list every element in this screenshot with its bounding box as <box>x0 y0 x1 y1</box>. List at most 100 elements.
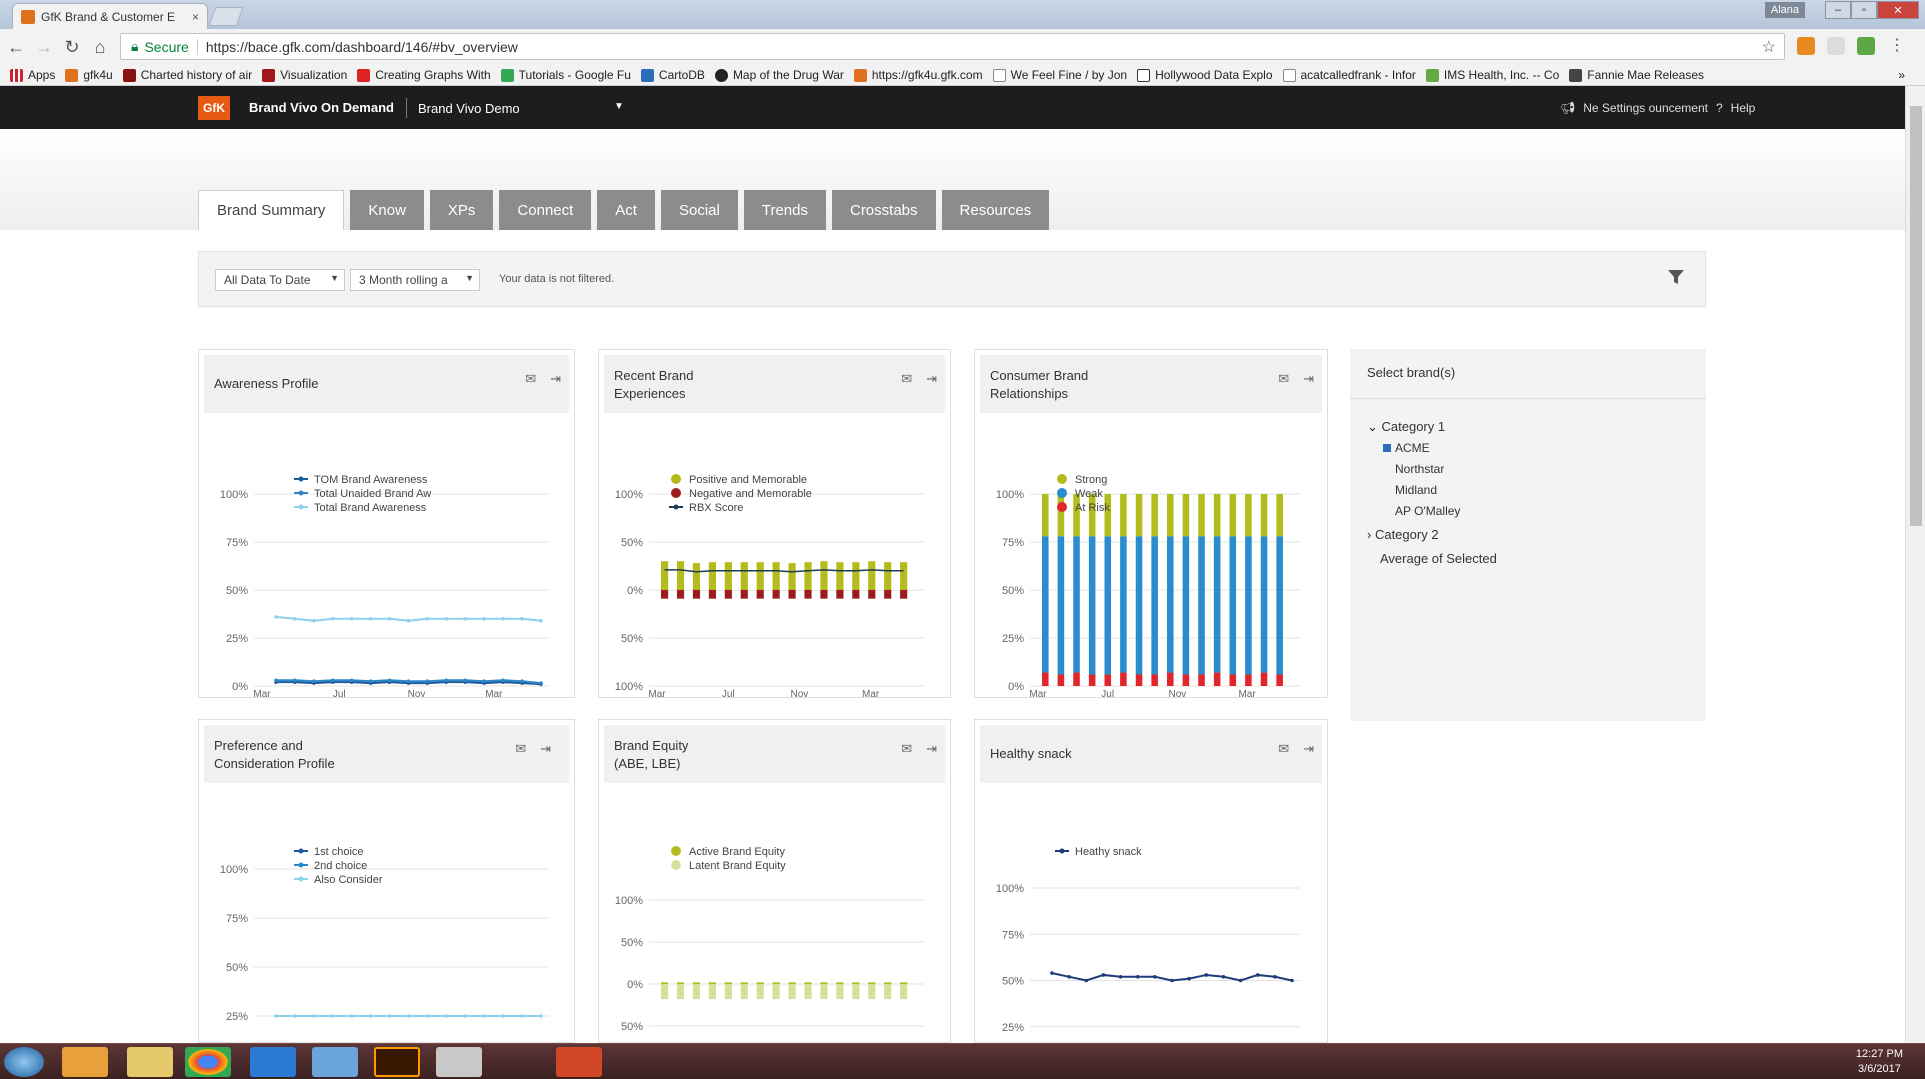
bar-segment <box>1276 494 1283 537</box>
settings-link[interactable]: Ne Settings ouncement <box>1583 101 1708 115</box>
tab-act[interactable]: Act <box>597 190 655 230</box>
data-point <box>406 618 411 623</box>
minimize-icon[interactable]: – <box>1825 1 1851 19</box>
help-link[interactable]: Help <box>1730 101 1756 115</box>
email-icon[interactable]: ✉ <box>1278 741 1290 756</box>
illustrator-taskbar-icon[interactable] <box>374 1047 420 1077</box>
export-icon[interactable]: ⇥ <box>550 371 561 386</box>
bookmark-charted-history[interactable]: Charted history of air <box>122 68 252 82</box>
bookmark-we-feel-fine[interactable]: We Feel Fine / by Jon <box>992 68 1127 82</box>
bookmark-acatcalledfrank[interactable]: acatcalledfrank - Infor <box>1282 68 1416 82</box>
bar <box>820 590 828 599</box>
tab-connect[interactable]: Connect <box>499 190 592 230</box>
average-of-selected[interactable]: Average of Selected <box>1380 551 1497 566</box>
brand-item-ap-omalley[interactable]: AP O'Malley <box>1395 504 1461 518</box>
legend-swatch <box>671 860 681 870</box>
filter-icon[interactable] <box>1667 268 1685 286</box>
bookmark-visualization[interactable]: Visualization <box>262 68 347 82</box>
gfk-logo[interactable]: GfK <box>198 96 230 120</box>
page-scrollbar[interactable] <box>1905 86 1925 1043</box>
data-point <box>520 679 524 683</box>
category-1-toggle[interactable]: ⌄ Category 1 <box>1367 419 1445 435</box>
bookmark-star-icon[interactable]: ☆ <box>1761 38 1776 56</box>
bar-segment <box>1104 494 1112 537</box>
tab-resources[interactable]: Resources <box>941 190 1050 230</box>
export-icon[interactable]: ⇥ <box>926 371 937 386</box>
chrome-menu-icon[interactable]: ⋮ <box>1889 37 1905 54</box>
browser-tab[interactable]: GfK Brand & Customer E × <box>12 3 208 29</box>
url-text[interactable]: https://bace.gfk.com/dashboard/146/#bv_o… <box>205 38 518 55</box>
category-2-toggle[interactable]: › Category 2 <box>1367 527 1439 542</box>
bookmark-drug-war[interactable]: Map of the Drug War <box>714 68 844 82</box>
start-button[interactable] <box>4 1047 44 1077</box>
bar <box>724 982 732 984</box>
forward-icon[interactable]: → <box>35 36 53 57</box>
bookmark-ims-health[interactable]: IMS Health, Inc. -- Co <box>1425 68 1559 82</box>
help-icon[interactable]: ? <box>1715 101 1723 115</box>
extension-puzzle-icon[interactable] <box>1857 37 1875 55</box>
lock-icon: 🔒︎ <box>131 38 139 54</box>
caret-down-icon[interactable]: ▼ <box>614 101 624 112</box>
home-icon[interactable]: ⌂ <box>94 36 106 57</box>
bar <box>900 590 908 599</box>
outlook-taskbar-icon[interactable] <box>62 1047 108 1077</box>
email-icon[interactable]: ✉ <box>525 371 537 386</box>
export-icon[interactable]: ⇥ <box>926 741 937 756</box>
tab-know[interactable]: Know <box>350 190 424 230</box>
experiences-chart: 100%50%0%50%100%Mar2015Jul2015Nov2015Mar… <box>615 474 924 699</box>
bookmark-apps[interactable]: Apps <box>10 68 55 82</box>
address-bar[interactable]: 🔒︎ Secure https://bace.gfk.com/dashboard… <box>120 33 1785 60</box>
explorer-taskbar-icon[interactable] <box>127 1047 173 1077</box>
tab-xps[interactable]: XPs <box>429 190 494 230</box>
email-icon[interactable]: ✉ <box>1278 371 1290 386</box>
back-icon[interactable]: ← <box>7 36 25 57</box>
brand-item-northstar[interactable]: Northstar <box>1395 462 1445 476</box>
project-selector[interactable]: Brand Vivo Demo <box>418 101 520 116</box>
secure-label: Secure <box>144 38 198 55</box>
reload-icon[interactable]: ↻ <box>64 36 80 57</box>
close-window-icon[interactable]: ✕ <box>1877 1 1919 19</box>
email-icon[interactable]: ✉ <box>901 741 913 756</box>
rolling-dropdown[interactable]: 3 Month rolling a ▼ <box>350 269 480 291</box>
bar-segment <box>1042 494 1049 537</box>
scrollbar-thumb[interactable] <box>1910 106 1922 526</box>
bookmark-gfk4u[interactable]: gfk4u <box>65 68 113 82</box>
bar <box>740 590 748 599</box>
ie-taskbar-icon[interactable] <box>250 1047 296 1077</box>
bookmark-gfk4u-url[interactable]: https://gfk4u.gfk.com <box>853 68 983 82</box>
bar-segment <box>1120 536 1127 673</box>
bookmarks-more-icon[interactable]: » <box>1898 68 1905 82</box>
export-icon[interactable]: ⇥ <box>540 741 551 756</box>
chrome-taskbar-icon[interactable] <box>185 1047 231 1077</box>
maximize-icon[interactable]: ▫ <box>1851 1 1877 19</box>
taskbar-clock: 12:27 PM 3/6/2017 <box>1856 1047 1903 1077</box>
snagit-taskbar-icon[interactable] <box>436 1047 482 1077</box>
new-tab-button[interactable] <box>208 7 244 26</box>
export-icon[interactable]: ⇥ <box>1303 371 1314 386</box>
export-icon[interactable]: ⇥ <box>1303 741 1314 756</box>
gfk-icon <box>853 68 867 82</box>
tab-brand-summary[interactable]: Brand Summary <box>198 190 345 230</box>
tab-social[interactable]: Social <box>660 190 738 230</box>
brand-item-acme[interactable]: ACME <box>1383 441 1430 455</box>
extension-rss-icon[interactable] <box>1797 37 1815 55</box>
period-dropdown[interactable]: All Data To Date ▼ <box>215 269 345 291</box>
bookmark-hollywood[interactable]: Hollywood Data Explo <box>1137 68 1273 82</box>
bar-segment <box>1104 536 1112 675</box>
bookmark-creating-graphs[interactable]: Creating Graphs With <box>357 68 491 82</box>
tab-trends[interactable]: Trends <box>743 190 826 230</box>
bar-segment <box>1198 674 1205 686</box>
extension-pdf-icon[interactable] <box>1827 37 1845 55</box>
email-icon[interactable]: ✉ <box>901 371 913 386</box>
bookmark-fannie-mae[interactable]: Fannie Mae Releases <box>1569 68 1704 82</box>
powerpoint-taskbar-icon[interactable] <box>556 1047 602 1077</box>
announcement-icon[interactable]: 📢︎ <box>1560 101 1576 115</box>
tab-close-icon[interactable]: × <box>191 9 199 24</box>
bookmark-tutorials[interactable]: Tutorials - Google Fu <box>500 68 631 82</box>
data-point <box>406 679 411 683</box>
tab-crosstabs[interactable]: Crosstabs <box>831 190 936 230</box>
email-icon[interactable]: ✉ <box>515 741 527 756</box>
bookmark-cartodb[interactable]: CartoDB <box>640 68 705 82</box>
network-taskbar-icon[interactable] <box>312 1047 358 1077</box>
brand-item-midland[interactable]: Midland <box>1395 483 1438 497</box>
